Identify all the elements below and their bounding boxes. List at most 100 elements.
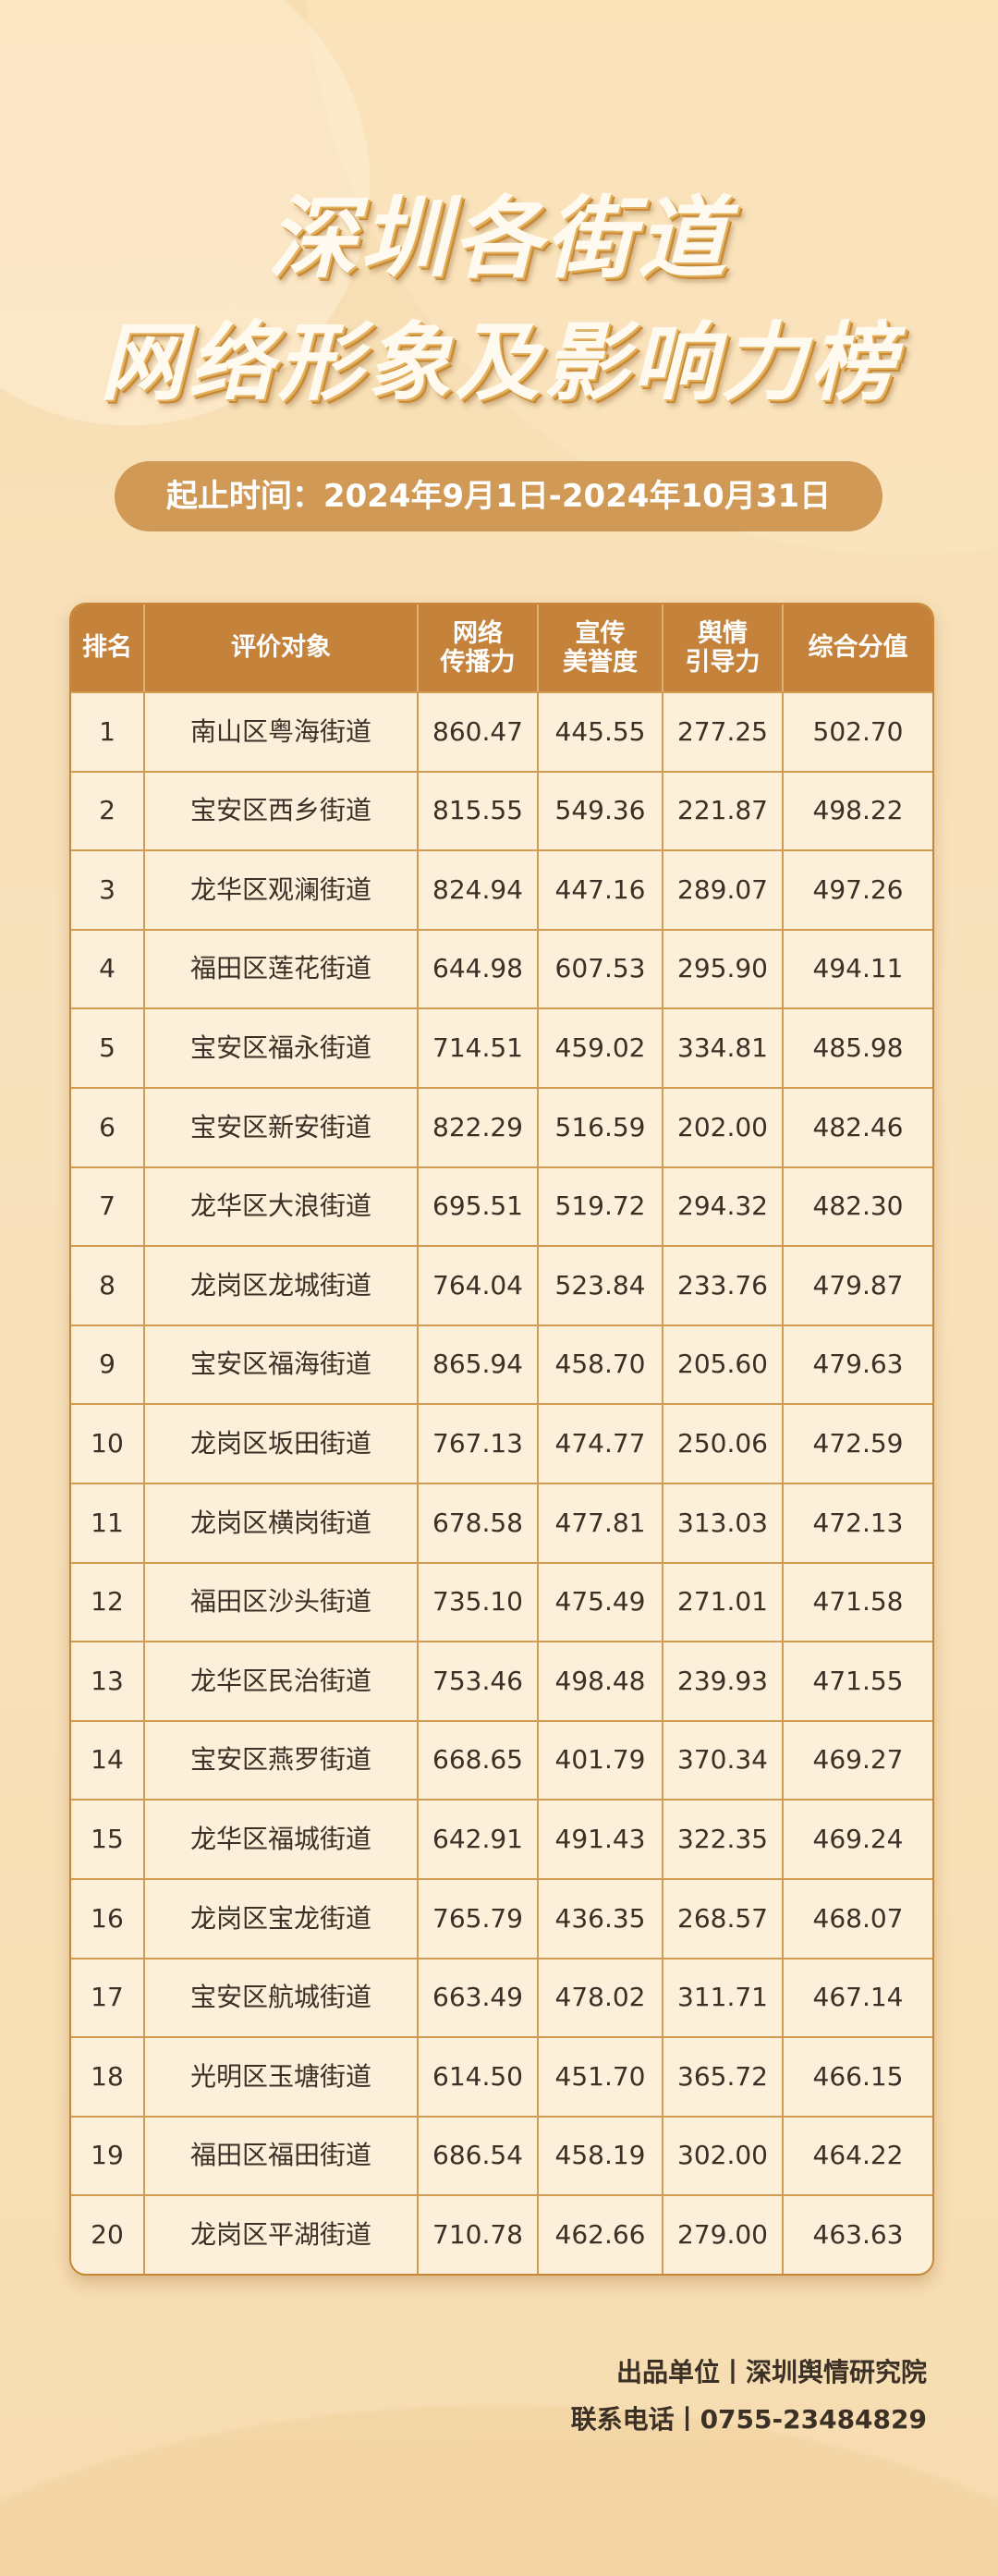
cell-publicity-reputation: 451.70	[537, 2038, 662, 2116]
cell-network-spread: 753.46	[417, 1642, 537, 1720]
cell-publicity-reputation: 401.79	[537, 1721, 662, 1800]
cell-opinion-guidance: 370.34	[662, 1721, 782, 1800]
cell-rank: 8	[99, 1269, 116, 1300]
table-row: 12 福田区沙头街道 735.10 475.49 271.01 471.58	[71, 1561, 932, 1642]
cell-publicity-reputation: 498.48	[537, 1642, 662, 1720]
cell-target: 宝安区福海街道	[143, 1325, 417, 1404]
table-row: 20 龙岗区平湖街道 710.78 462.66 279.00 463.63	[71, 2194, 932, 2274]
cell-network-spread: 767.13	[417, 1405, 537, 1483]
cell-rank: 3	[99, 873, 116, 905]
header-total-score: 综合分值	[782, 604, 932, 691]
cell-network-spread: 815.55	[417, 772, 537, 850]
cell-rank: 14	[91, 1744, 124, 1776]
cell-rank: 5	[99, 1032, 116, 1064]
cell-publicity-reputation: 462.66	[537, 2196, 662, 2274]
table-row: 7 龙华区大浪街道 695.51 519.72 294.32 482.30	[71, 1166, 932, 1246]
cell-total-score: 467.14	[782, 1959, 932, 2037]
cell-rank: 10	[91, 1428, 124, 1459]
cell-opinion-guidance: 202.00	[662, 1088, 782, 1166]
table-row: 19 福田区福田街道 686.54 458.19 302.00 464.22	[71, 2115, 932, 2195]
cell-total-score: 471.58	[782, 1563, 932, 1642]
cell-total-score: 469.27	[782, 1721, 932, 1800]
cell-publicity-reputation: 491.43	[537, 1801, 662, 1878]
cell-publicity-reputation: 519.72	[537, 1167, 662, 1246]
cell-total-score: 479.87	[782, 1247, 932, 1325]
cell-rank: 4	[99, 953, 116, 984]
cell-total-score: 464.22	[782, 2117, 932, 2195]
cell-opinion-guidance: 294.32	[662, 1167, 782, 1246]
cell-opinion-guidance: 295.90	[662, 930, 782, 1008]
cell-rank: 7	[99, 1190, 116, 1222]
cell-opinion-guidance: 302.00	[662, 2117, 782, 2195]
cell-rank: 17	[91, 1982, 124, 2013]
header-publicity-reputation: 宣传 美誉度	[537, 604, 662, 691]
cell-rank: 11	[91, 1507, 124, 1538]
cell-opinion-guidance: 221.87	[662, 772, 782, 850]
cell-opinion-guidance: 313.03	[662, 1483, 782, 1562]
period-badge: 起止时间：2024年9月1日-2024年10月31日	[115, 461, 882, 531]
cell-network-spread: 642.91	[417, 1801, 537, 1878]
table-row: 17 宝安区航城街道 663.49 478.02 311.71 467.14	[71, 1957, 932, 2037]
cell-publicity-reputation: 436.35	[537, 1879, 662, 1958]
cell-opinion-guidance: 279.00	[662, 2196, 782, 2274]
cell-target: 龙华区大浪街道	[143, 1167, 417, 1246]
cell-opinion-guidance: 322.35	[662, 1801, 782, 1878]
cell-target: 宝安区福永街道	[143, 1009, 417, 1087]
cell-publicity-reputation: 516.59	[537, 1088, 662, 1166]
cell-rank: 13	[91, 1665, 124, 1696]
header-network-spread: 网络 传播力	[417, 604, 537, 691]
cell-publicity-reputation: 445.55	[537, 693, 662, 771]
cell-network-spread: 765.79	[417, 1879, 537, 1958]
cell-publicity-reputation: 478.02	[537, 1959, 662, 2037]
cell-network-spread: 678.58	[417, 1483, 537, 1562]
table-row: 1 南山区粤海街道 860.47 445.55 277.25 502.70	[71, 691, 932, 771]
cell-target: 龙岗区宝龙街道	[143, 1879, 417, 1958]
cell-total-score: 498.22	[782, 772, 932, 850]
cell-target: 龙岗区坂田街道	[143, 1405, 417, 1483]
header-opinion-guidance: 舆情 引导力	[662, 604, 782, 691]
cell-opinion-guidance: 250.06	[662, 1405, 782, 1483]
cell-network-spread: 663.49	[417, 1959, 537, 2037]
phone-text: 联系电话丨0755-23484829	[570, 2404, 927, 2435]
cell-publicity-reputation: 458.19	[537, 2117, 662, 2195]
cell-rank: 6	[99, 1111, 116, 1142]
cell-rank: 15	[91, 1824, 124, 1855]
cell-total-score: 466.15	[782, 2038, 932, 2116]
cell-publicity-reputation: 458.70	[537, 1325, 662, 1404]
cell-opinion-guidance: 239.93	[662, 1642, 782, 1720]
table-row: 2 宝安区西乡街道 815.55 549.36 221.87 498.22	[71, 770, 932, 850]
cell-opinion-guidance: 271.01	[662, 1563, 782, 1642]
cell-network-spread: 860.47	[417, 693, 537, 771]
table-row: 14 宝安区燕罗街道 668.65 401.79 370.34 469.27	[71, 1719, 932, 1800]
cell-network-spread: 710.78	[417, 2196, 537, 2274]
table-row: 11 龙岗区横岗街道 678.58 477.81 313.03 472.13	[71, 1482, 932, 1562]
cell-total-score: 482.46	[782, 1088, 932, 1166]
cell-network-spread: 714.51	[417, 1009, 537, 1087]
cell-total-score: 463.63	[782, 2196, 932, 2274]
cell-opinion-guidance: 205.60	[662, 1325, 782, 1404]
table-row: 10 龙岗区坂田街道 767.13 474.77 250.06 472.59	[71, 1403, 932, 1483]
ranking-table: 排名 评价对象 网络 传播力 宣传 美誉度 舆情 引导力 综合分值 1 南山区粤海街道 860…	[69, 603, 934, 2276]
cell-publicity-reputation: 459.02	[537, 1009, 662, 1087]
cell-target: 福田区福田街道	[143, 2117, 417, 2195]
cell-total-score: 472.59	[782, 1405, 932, 1483]
cell-publicity-reputation: 475.49	[537, 1563, 662, 1642]
cell-network-spread: 735.10	[417, 1563, 537, 1642]
cell-network-spread: 824.94	[417, 851, 537, 929]
title-line-1: 深圳各街道	[268, 187, 730, 290]
cell-target: 龙华区福城街道	[143, 1801, 417, 1878]
cell-network-spread: 668.65	[417, 1721, 537, 1800]
cell-network-spread: 644.98	[417, 930, 537, 1008]
cell-network-spread: 822.29	[417, 1088, 537, 1166]
header-rank: 排名	[82, 633, 132, 663]
cell-opinion-guidance: 233.76	[662, 1247, 782, 1325]
cell-target: 龙华区观澜街道	[143, 851, 417, 929]
cell-publicity-reputation: 607.53	[537, 930, 662, 1008]
cell-total-score: 497.26	[782, 851, 932, 929]
cell-publicity-reputation: 523.84	[537, 1247, 662, 1325]
cell-target: 宝安区燕罗街道	[143, 1721, 417, 1800]
table-row: 13 龙华区民治街道 753.46 498.48 239.93 471.55	[71, 1641, 932, 1720]
table-row: 5 宝安区福永街道 714.51 459.02 334.81 485.98	[71, 1007, 932, 1087]
cell-total-score: 468.07	[782, 1879, 932, 1958]
cell-target: 南山区粤海街道	[143, 693, 417, 771]
